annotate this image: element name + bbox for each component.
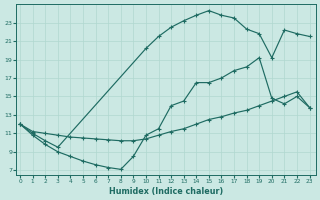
X-axis label: Humidex (Indice chaleur): Humidex (Indice chaleur) (109, 187, 223, 196)
